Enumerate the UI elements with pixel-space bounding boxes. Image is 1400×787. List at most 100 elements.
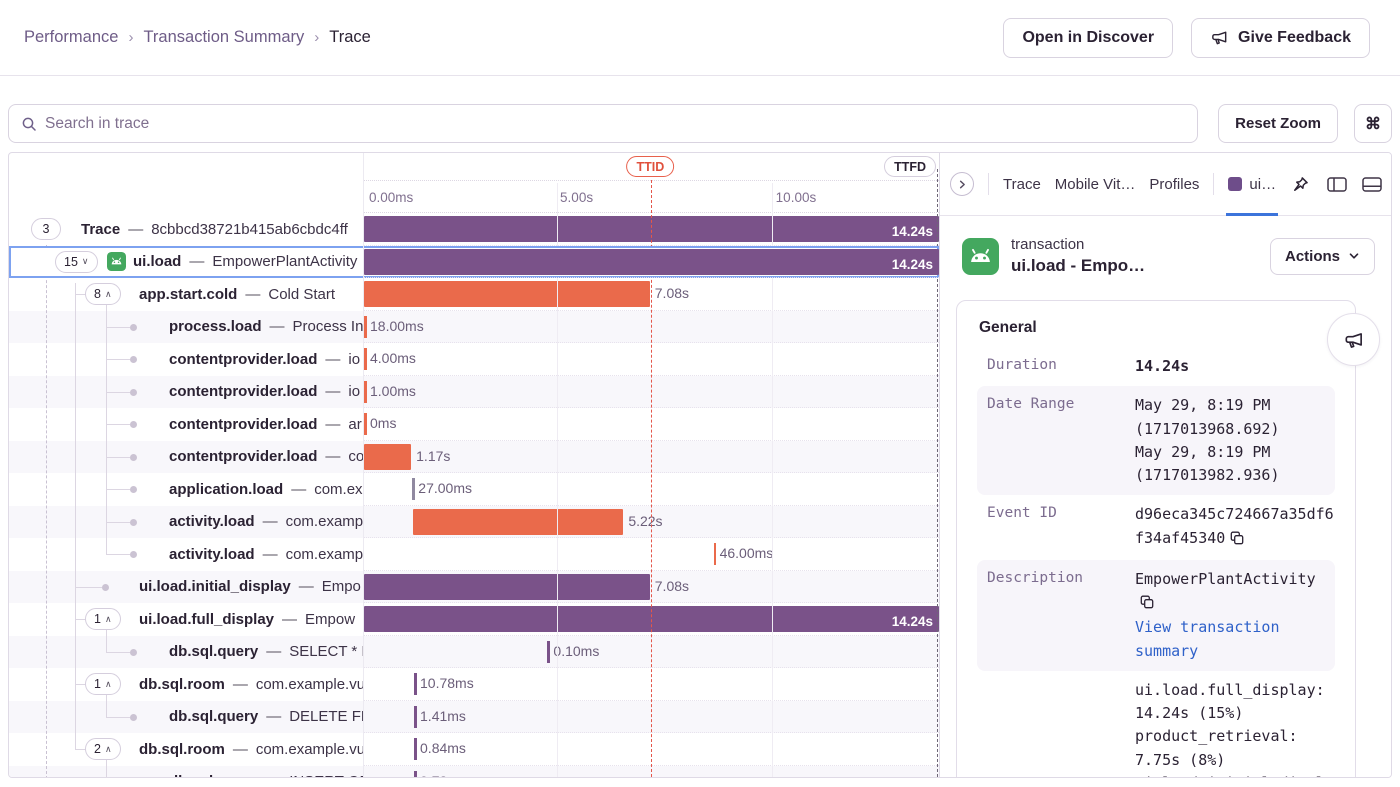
span-duration-cell[interactable]: 0.78 — [364, 766, 939, 777]
span-duration-bar[interactable]: 14.24s — [364, 606, 939, 632]
span-duration-tick[interactable] — [412, 478, 415, 500]
span-duration-bar[interactable] — [364, 443, 412, 470]
span-duration-cell[interactable]: 7.08s — [364, 278, 939, 311]
layout-left-panel-icon[interactable] — [1325, 174, 1349, 195]
span-duration-tick[interactable] — [414, 770, 417, 777]
span-tree-cell: 8 ∧ app.start.cold — Cold Start — [9, 278, 364, 311]
trace-waterfall: TTID TTFD 0.00ms 5.00s 10.00s 3 Trace — 8cbbc… — [9, 153, 940, 777]
layout-bottom-panel-icon[interactable] — [1360, 174, 1384, 195]
span-duration-cell[interactable]: 0.10ms — [364, 636, 939, 668]
span-count-badge[interactable]: 1 ∧ — [85, 673, 121, 695]
span-duration-cell[interactable]: 18.00ms — [364, 311, 939, 343]
trace-span-row[interactable]: contentprovider.load — io 4.00ms — [9, 343, 939, 376]
trace-span-row[interactable]: 15 ∨ ui.load — EmpowerPlantActivity 14.24s — [9, 245, 939, 278]
span-duration-cell[interactable]: 27.00ms — [364, 473, 939, 506]
trace-span-row[interactable]: contentprovider.load — ar 0ms — [9, 408, 939, 441]
span-description: DELETE FR — [289, 708, 363, 726]
span-duration-bar[interactable] — [364, 573, 650, 600]
breadcrumb-performance[interactable]: Performance — [24, 28, 119, 46]
span-count-badge[interactable]: 1 ∧ — [85, 608, 121, 630]
tab-profiles[interactable]: Profiles — [1149, 175, 1200, 193]
span-duration-cell[interactable]: 0.84ms — [364, 733, 939, 766]
trace-span-row[interactable]: ui.load.initial_display — Empo 7.08s — [9, 570, 939, 603]
span-duration-tick[interactable] — [364, 348, 367, 370]
span-duration-bar[interactable]: 14.24s — [364, 216, 939, 242]
trace-span-row[interactable]: 1 ∧ ui.load.full_display — Empow 14.24s — [9, 603, 939, 636]
span-count-badge[interactable]: 15 ∨ — [55, 250, 98, 273]
expand-panel-button[interactable] — [950, 172, 974, 196]
axis-tick-label: 0.00ms — [369, 190, 414, 205]
open-in-discover-button[interactable]: Open in Discover — [1003, 17, 1174, 58]
span-label: db.sql.room — com.example.vu — [9, 733, 363, 766]
span-duration-tick[interactable] — [547, 640, 550, 663]
duration-label: 14.24s — [891, 256, 933, 272]
trace-span-row[interactable]: process.load — Process In 18.00ms — [9, 310, 939, 343]
span-duration-cell[interactable]: 7.08s — [364, 571, 939, 603]
trace-span-row[interactable]: db.sql.query — DELETE FR 1.41ms — [9, 700, 939, 733]
trace-span-row[interactable]: 1 ∧ db.sql.room — com.example.vu 10.78ms — [9, 668, 939, 701]
shortcut-command-button[interactable]: ⌘ — [1354, 104, 1392, 143]
view-transaction-summary-link[interactable]: View transaction summary — [1135, 618, 1280, 660]
chevron-up-icon: ∧ — [104, 678, 112, 689]
span-description: com.examp — [285, 513, 363, 531]
span-duration-bar[interactable]: 14.24s — [364, 248, 939, 275]
tab-trace[interactable]: Trace — [1003, 175, 1041, 193]
search-input[interactable] — [45, 114, 1186, 133]
span-duration-cell[interactable]: 4.00ms — [364, 343, 939, 376]
tab-mobile-vitals[interactable]: Mobile Vit… — [1054, 175, 1136, 193]
span-count-badge[interactable]: 8 ∧ — [85, 283, 121, 305]
span-duration-cell[interactable]: 1.17s — [364, 441, 939, 473]
separator: — — [266, 643, 282, 661]
general-row-value: EmpowerPlantActivity View transaction sum… — [1135, 568, 1325, 663]
span-duration-cell[interactable]: 0ms — [364, 408, 939, 441]
span-duration-tick[interactable] — [414, 738, 417, 760]
trace-span-row[interactable]: 2 ∧ db.sql.room — com.example.vu 0.84ms — [9, 733, 939, 766]
span-duration-cell[interactable]: 5.22s — [364, 506, 939, 538]
copy-icon[interactable] — [1140, 593, 1154, 616]
actions-button[interactable]: Actions — [1269, 237, 1375, 275]
span-duration-tick[interactable] — [414, 673, 417, 695]
trace-span-row[interactable]: 3 Trace — 8cbbcd38721b415ab6cbdc4ff 14.24s — [9, 213, 939, 246]
span-count-badge[interactable]: 3 — [31, 218, 61, 240]
trace-span-row[interactable]: contentprovider.load — io 1.00ms — [9, 375, 939, 408]
span-color-swatch — [1228, 177, 1243, 191]
span-duration-cell[interactable]: 10.78ms — [364, 668, 939, 701]
tree-guide-line — [106, 489, 130, 491]
breadcrumb-transaction-summary[interactable]: Transaction Summary — [143, 28, 305, 46]
span-duration-cell[interactable]: 1.00ms — [364, 376, 939, 408]
span-duration-cell[interactable]: 14.24s — [364, 213, 939, 246]
general-value-line: 14.24s — [1135, 357, 1190, 375]
tree-header-spacer — [9, 153, 364, 213]
span-duration-tick[interactable] — [713, 543, 717, 565]
trace-span-row[interactable]: application.load — com.ex 27.00ms — [9, 473, 939, 506]
span-duration-cell[interactable]: 1.41ms — [364, 701, 939, 733]
copy-icon[interactable] — [1230, 529, 1244, 552]
give-feedback-button[interactable]: Give Feedback — [1191, 17, 1370, 58]
duration-label: 0.10ms — [553, 642, 600, 659]
span-count-badge[interactable]: 2 ∧ — [85, 738, 121, 760]
span-duration-cell[interactable]: 14.24s — [364, 246, 939, 278]
tab-ui-load-active[interactable]: ui… — [1226, 153, 1278, 216]
span-duration-tick[interactable] — [414, 705, 417, 728]
trace-span-row[interactable]: contentprovider.load — co 1.17s — [9, 440, 939, 473]
span-duration-tick[interactable] — [364, 413, 367, 435]
feedback-fab-button[interactable] — [1327, 313, 1380, 366]
tree-guide-line — [75, 619, 87, 621]
search-input-wrapper[interactable] — [8, 104, 1199, 143]
span-duration-tick[interactable] — [364, 315, 367, 338]
span-duration-bar[interactable] — [413, 508, 624, 535]
pin-tab-icon[interactable] — [1290, 174, 1311, 195]
span-duration-tick[interactable] — [364, 380, 367, 403]
trace-span-row[interactable]: activity.load — com.examp 5.22s — [9, 505, 939, 538]
trace-span-row[interactable]: 8 ∧ app.start.cold — Cold Start 7.08s — [9, 278, 939, 311]
trace-span-row[interactable]: activity.load — com.examp 46.00ms — [9, 538, 939, 571]
tree-guide-line — [75, 283, 76, 750]
reset-zoom-button[interactable]: Reset Zoom — [1218, 104, 1338, 143]
span-duration-bar[interactable] — [364, 281, 650, 307]
span-duration-cell[interactable]: 46.00ms — [364, 538, 939, 571]
trace-span-row[interactable]: db.sql.query — SELECT * F 0.10ms — [9, 635, 939, 668]
span-op-name: app.start.cold — [139, 285, 238, 303]
tree-guide-line — [106, 651, 130, 653]
trace-span-row[interactable]: db.sql.query — INSERT OR 0.78 — [9, 765, 939, 777]
span-duration-cell[interactable]: 14.24s — [364, 603, 939, 636]
